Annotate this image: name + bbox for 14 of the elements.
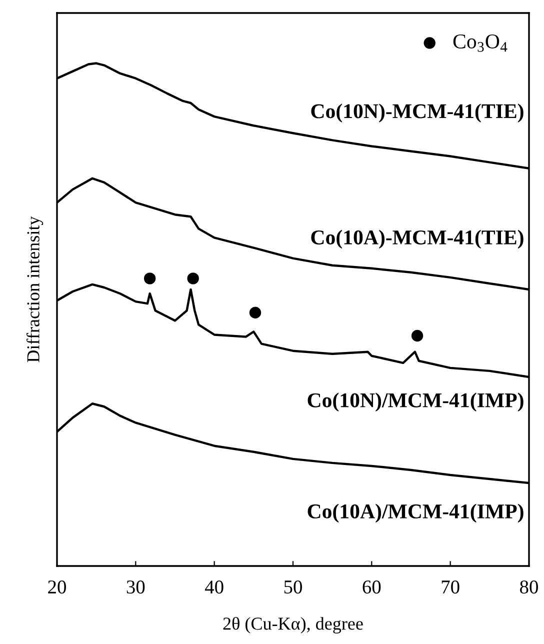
x-axis-title: 2θ (Cu-Kα), degree: [223, 616, 363, 634]
x-tick-label: 70: [442, 580, 460, 594]
x-tick-label: 30: [126, 580, 145, 594]
x-tick-label: 80: [520, 580, 538, 594]
series-label: Co(10N)/MCM-41(IMP): [308, 392, 524, 412]
series-label: Co(10A)-MCM-41(TIE): [311, 230, 524, 249]
x-tick-label: 20: [48, 580, 66, 594]
x-tick-label: 50: [284, 580, 302, 594]
series-label: Co(10A)/MCM-41(IMP): [308, 504, 524, 523]
x-tick-label: 60: [362, 580, 381, 594]
legend-label: Co$_{3}$O$_{4}$: [453, 34, 508, 52]
y-axis-title: Diffraction intensity: [26, 216, 44, 362]
x-tick-label: 40: [204, 580, 224, 594]
series-label: Co(10N)-MCM-41(TIE): [311, 104, 524, 122]
